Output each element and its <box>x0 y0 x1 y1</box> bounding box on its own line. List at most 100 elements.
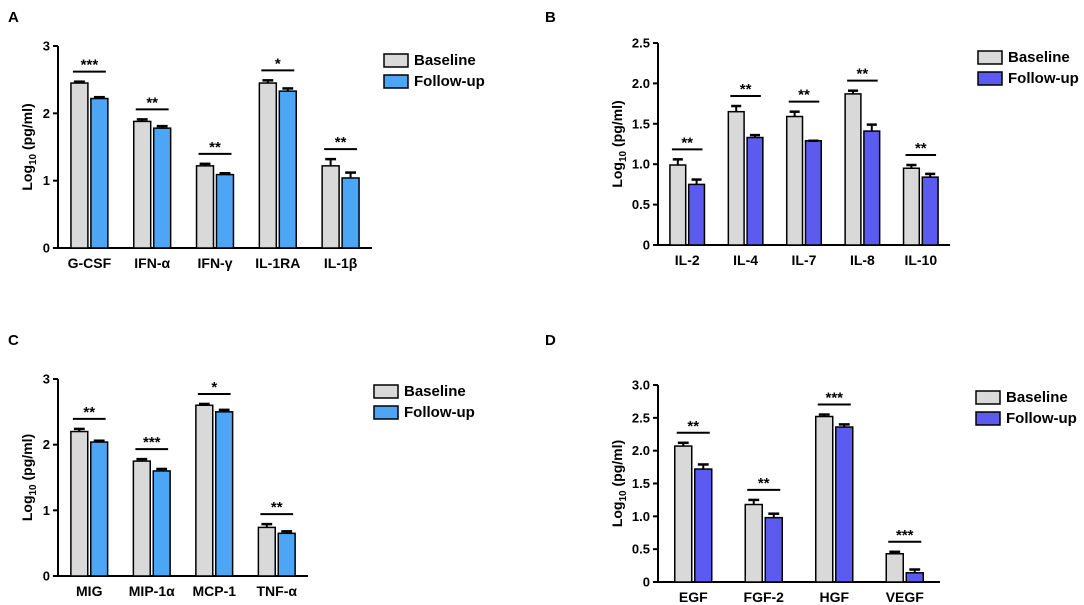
bar-follow-up <box>90 97 109 249</box>
bar-baseline <box>132 460 151 577</box>
x-tick-label: IL-10 <box>904 252 937 268</box>
significance-stars: *** <box>825 390 843 407</box>
bar-baseline <box>844 93 862 246</box>
y-axis-title: Log10 (pg/ml) <box>19 103 39 190</box>
y-tick-label: 1.5 <box>632 476 650 491</box>
panel-letter: C <box>8 332 19 349</box>
x-tick-label: MIG <box>76 583 103 599</box>
x-tick-label: G-CSF <box>68 255 112 271</box>
bar-follow-up <box>746 136 764 246</box>
y-tick-label: 3 <box>43 372 50 387</box>
bar-follow-up <box>905 572 924 583</box>
significance-stars: ** <box>335 134 347 151</box>
y-axis-title: Log10 (pg/ml) <box>609 440 629 527</box>
y-axis-title: Log10 (pg/ml) <box>19 434 39 521</box>
panel-b: B 0 0.5 1.0 1.5 2.0 2.5 Log10 (pg/ml) ** IL-2 ** IL… <box>545 9 1079 268</box>
legend-swatch-follow-up <box>977 71 1003 86</box>
bar-baseline <box>669 164 687 246</box>
bar-baseline <box>885 553 904 583</box>
bar-follow-up <box>764 516 783 583</box>
significance-stars: ** <box>209 139 221 156</box>
legend-swatch-baseline <box>977 50 1003 65</box>
x-tick-label: HGF <box>819 589 849 605</box>
legend-swatch-follow-up <box>373 405 399 420</box>
bar-follow-up <box>90 441 109 577</box>
significance-stars: *** <box>143 434 161 451</box>
y-tick-label: 1.0 <box>632 509 650 524</box>
bar-follow-up <box>921 176 939 246</box>
legend-label: Baseline <box>404 383 466 400</box>
significance-stars: ** <box>146 94 158 111</box>
panel-letter: B <box>545 9 556 26</box>
y-tick-label: 2.5 <box>632 410 650 425</box>
bar-baseline <box>321 165 340 249</box>
bar-baseline <box>785 115 804 246</box>
y-tick-label: 1.5 <box>632 116 650 131</box>
legend-label: Follow-up <box>1008 70 1079 87</box>
bar-baseline <box>744 503 763 583</box>
bar-follow-up <box>687 183 706 246</box>
significance-stars: * <box>211 379 217 396</box>
y-tick-label: 3.0 <box>632 378 650 393</box>
x-tick-label: FGF-2 <box>744 589 785 605</box>
legend-swatch-baseline <box>373 384 399 399</box>
legend-label: Follow-up <box>414 73 485 90</box>
bar-follow-up <box>804 140 823 246</box>
panel-d: D 0 0.5 1.0 1.5 2.0 2.5 3.0 Log10 (pg/ml) ** EGF **… <box>545 332 1077 605</box>
significance-stars: *** <box>81 57 99 74</box>
x-tick-label: IL-8 <box>850 252 875 268</box>
bar-follow-up <box>152 127 172 249</box>
x-tick-label: MIP-1α <box>129 583 175 599</box>
x-tick-label: IL-1β <box>324 255 358 271</box>
x-tick-label: IFN-γ <box>198 255 233 271</box>
y-tick-label: 0 <box>643 575 650 590</box>
y-tick-label: 2 <box>43 106 50 121</box>
significance-stars: ** <box>681 134 693 151</box>
bar-follow-up <box>215 173 235 249</box>
y-tick-label: 0 <box>43 241 50 256</box>
y-tick-label: 2.0 <box>632 76 650 91</box>
bar-baseline <box>815 415 834 583</box>
y-tick-label: 1 <box>43 503 50 518</box>
x-tick-label: MCP-1 <box>192 583 236 599</box>
significance-stars: ** <box>83 404 95 421</box>
x-tick-label: IL-7 <box>792 252 817 268</box>
x-tick-label: TNF-α <box>257 583 298 599</box>
bar-baseline <box>70 82 89 249</box>
y-tick-label: 3 <box>43 39 50 54</box>
bar-follow-up <box>277 532 296 577</box>
legend-swatch-baseline <box>975 390 1001 405</box>
significance-stars: ** <box>687 418 699 435</box>
significance-stars: ** <box>798 87 810 104</box>
y-tick-label: 1.0 <box>632 157 650 172</box>
legend-label: Follow-up <box>1006 410 1077 427</box>
bar-baseline <box>132 120 152 249</box>
y-tick-label: 2.0 <box>632 443 650 458</box>
legend-label: Baseline <box>414 52 476 69</box>
bar-follow-up <box>694 468 713 583</box>
bar-baseline <box>195 165 215 249</box>
bar-baseline <box>902 167 921 246</box>
bar-baseline <box>727 110 745 246</box>
significance-stars: ** <box>740 81 752 98</box>
y-tick-label: 0.5 <box>632 197 650 212</box>
significance-stars: * <box>275 55 281 72</box>
legend-label: Baseline <box>1008 49 1070 66</box>
significance-stars: ** <box>271 499 283 516</box>
significance-stars: ** <box>915 140 927 157</box>
legend-label: Baseline <box>1006 389 1068 406</box>
legend-swatch-baseline <box>383 53 409 68</box>
y-tick-label: 2.5 <box>632 36 650 51</box>
y-tick-label: 0.5 <box>632 542 650 557</box>
legend-swatch-follow-up <box>975 411 1001 426</box>
x-tick-label: IL-1RA <box>255 255 300 271</box>
significance-stars: *** <box>896 527 914 544</box>
panel-letter: D <box>545 332 556 349</box>
x-tick-label: VEGF <box>886 589 925 605</box>
x-tick-label: IL-2 <box>675 252 700 268</box>
bar-baseline <box>674 445 693 583</box>
y-axis-title: Log10 (pg/ml) <box>609 100 629 187</box>
x-tick-label: IL-4 <box>733 252 758 268</box>
